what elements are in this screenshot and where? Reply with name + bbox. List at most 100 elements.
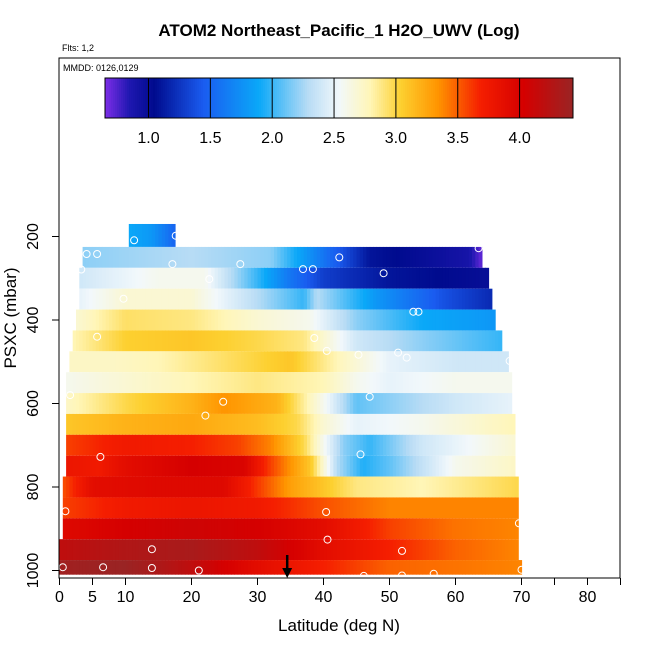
heatmap-cell: [178, 476, 183, 498]
heatmap-cell: [175, 309, 179, 331]
heatmap-cell: [118, 330, 123, 352]
heatmap-cell: [227, 246, 232, 268]
colorbar-swatch: [225, 78, 228, 118]
heatmap-cell: [356, 246, 361, 268]
heatmap-cell: [214, 434, 219, 456]
heatmap-cell: [359, 267, 364, 289]
heatmap-cell: [155, 288, 160, 310]
heatmap-cell: [330, 518, 334, 540]
heatmap-cell: [145, 455, 150, 477]
heatmap-cell: [498, 351, 503, 373]
heatmap-cell: [505, 393, 509, 414]
heatmap-cell: [422, 330, 427, 352]
heatmap-cell: [402, 455, 407, 477]
heatmap-cell: [151, 309, 156, 331]
heatmap-cell: [320, 393, 325, 414]
heatmap-cell: [155, 413, 160, 435]
heatmap-cell: [89, 560, 94, 575]
heatmap-cell: [237, 330, 242, 352]
heatmap-cell: [280, 518, 285, 540]
colorbar-swatch: [281, 78, 284, 118]
heatmap-cell: [85, 539, 90, 561]
colorbar-swatch: [289, 78, 292, 118]
heatmap-cell: [379, 497, 384, 519]
colorbar-swatch: [373, 78, 376, 118]
heatmap-cell: [333, 351, 338, 373]
heatmap-cell: [462, 288, 466, 310]
heatmap-cell: [475, 288, 480, 310]
heatmap-cell: [336, 497, 341, 519]
heatmap-cell: [511, 518, 516, 540]
heatmap-cell: [478, 267, 483, 289]
heatmap-cell: [389, 372, 394, 394]
colorbar: 1.0 1.5 2.0 2.5 3.0 3.5 4.0: [104, 77, 574, 147]
sample-marker: [429, 569, 438, 578]
heatmap-cell: [442, 393, 447, 414]
heatmap-cell: [373, 497, 377, 519]
heatmap-cell: [353, 560, 358, 575]
heatmap-cell: [283, 413, 288, 435]
heatmap-cell: [198, 351, 202, 373]
heatmap-cell: [260, 518, 265, 540]
heatmap-cell: [211, 246, 216, 268]
heatmap-cell: [194, 393, 199, 414]
heatmap-cell: [346, 246, 351, 268]
heatmap-cell: [439, 372, 443, 394]
heatmap-cell: [379, 539, 384, 561]
heatmap-cell: [168, 267, 173, 289]
heatmap-cell: [283, 560, 288, 575]
heatmap-cell: [452, 372, 457, 394]
heatmap-cell: [313, 455, 318, 477]
heatmap-cell: [287, 560, 292, 575]
heatmap-cell: [132, 288, 136, 310]
heatmap-cell: [250, 393, 255, 414]
heatmap-cell: [343, 413, 348, 435]
heatmap-cell: [300, 393, 305, 414]
heatmap-cell: [363, 330, 367, 352]
heatmap-cell: [109, 330, 113, 352]
heatmap-cell: [376, 476, 381, 498]
heatmap-cell: [72, 434, 77, 456]
heatmap-cell: [168, 476, 173, 498]
heatmap-cell: [254, 267, 259, 289]
heatmap-cell: [303, 560, 308, 575]
heatmap-cell: [168, 372, 173, 394]
heatmap-cell: [201, 246, 206, 268]
chart-title: ATOM2 Northeast_Pacific_1 H2O_UWV (Log): [158, 21, 519, 40]
heatmap-cell: [274, 330, 278, 352]
heatmap-cell: [495, 518, 499, 540]
colorbar-swatch: [227, 78, 230, 118]
heatmap-cell: [62, 518, 67, 540]
heatmap-cell: [505, 476, 509, 498]
heatmap-cell: [415, 476, 420, 498]
heatmap-cell: [260, 288, 265, 310]
heatmap-cell: [138, 330, 143, 352]
heatmap-cell: [412, 413, 417, 435]
heatmap-cell: [495, 351, 499, 373]
heatmap-cell: [161, 476, 166, 498]
heatmap-cell: [369, 393, 374, 414]
heatmap-cell: [448, 309, 453, 331]
heatmap-cell: [72, 372, 77, 394]
heatmap-cell: [161, 246, 166, 268]
heatmap-cell: [376, 372, 381, 394]
heatmap-cell: [122, 309, 127, 331]
colorbar-swatch: [179, 78, 182, 118]
heatmap-cell: [458, 560, 463, 575]
heatmap-cell: [250, 518, 255, 540]
sample-marker: [379, 269, 388, 278]
heatmap-cell: [201, 497, 206, 519]
heatmap-cell: [429, 351, 433, 373]
heatmap-cell: [62, 560, 67, 575]
heatmap-cell: [237, 455, 242, 477]
heatmap-cell: [79, 497, 84, 519]
heatmap-cell: [379, 434, 384, 456]
heatmap-cell: [138, 267, 143, 289]
heatmap-cell: [267, 434, 272, 456]
heatmap-cell: [132, 372, 136, 394]
heatmap-cell: [326, 288, 331, 310]
heatmap-cell: [283, 288, 288, 310]
heatmap-cell: [399, 372, 404, 394]
heatmap-cell: [109, 455, 113, 477]
heatmap-cell: [379, 330, 384, 352]
